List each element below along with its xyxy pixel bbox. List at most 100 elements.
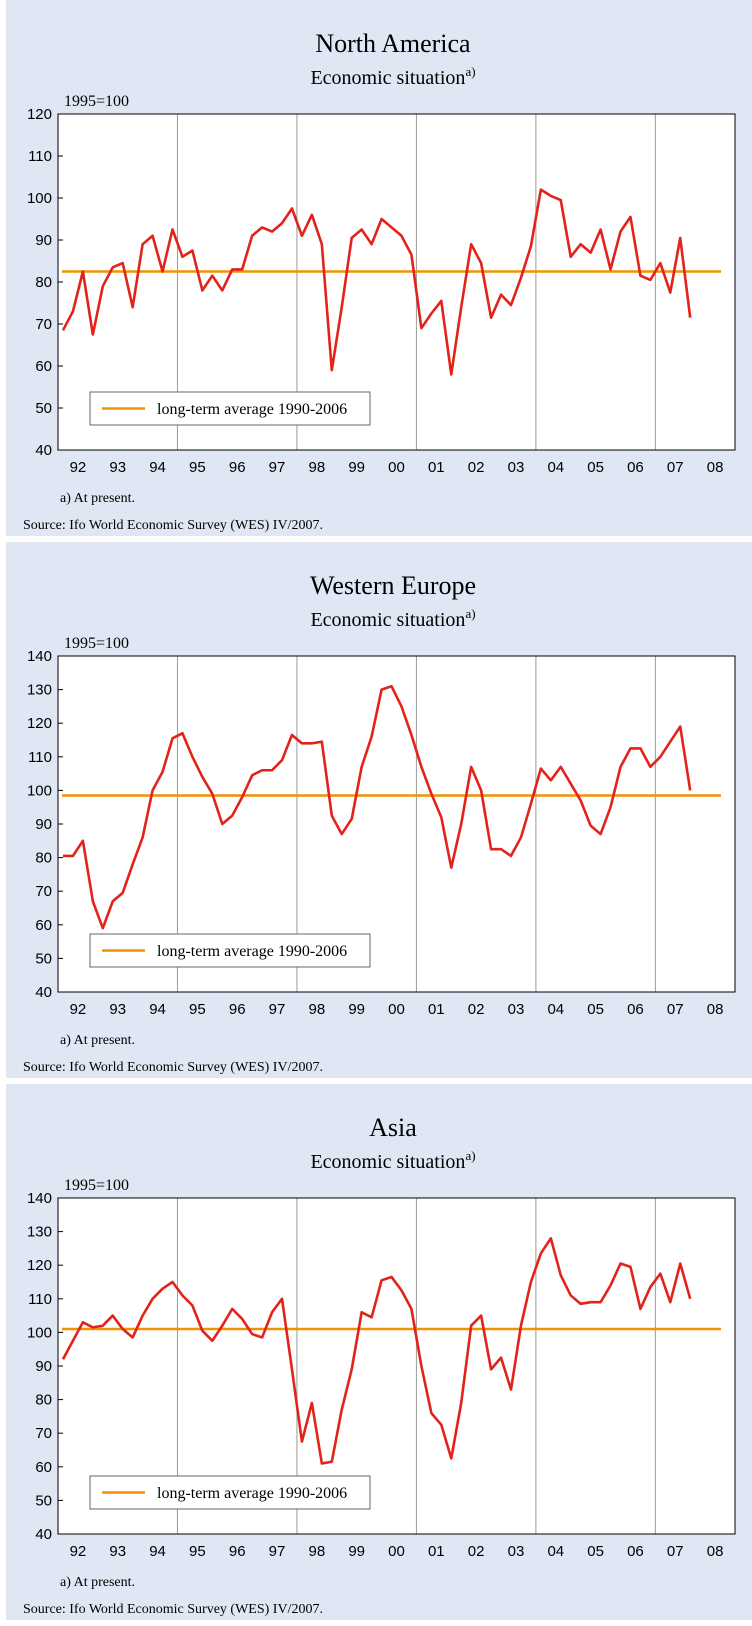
data-line (61, 1237, 692, 1465)
y-tick-label: 70 (35, 883, 52, 900)
x-tick-label: 03 (508, 1001, 525, 1018)
x-tick-label: 97 (269, 1001, 286, 1018)
x-tick-label: 06 (627, 1001, 644, 1018)
x-tick-label: 96 (229, 1001, 246, 1018)
y-tick-label: 140 (27, 648, 52, 665)
y-tick-label: 80 (35, 274, 52, 291)
y-tick-label: 70 (35, 316, 52, 333)
x-tick-label: 01 (428, 459, 445, 476)
footnote: a) At present. (60, 1575, 135, 1590)
y-tick-label: 140 (27, 1190, 52, 1207)
y-tick-label: 60 (35, 917, 52, 934)
y-axis-label: 1995=100 (64, 635, 129, 652)
subtitle-note: a) (465, 606, 475, 621)
y-tick-label: 130 (27, 1224, 52, 1241)
x-tick-label: 04 (547, 1543, 564, 1560)
x-tick-label: 02 (468, 1543, 485, 1560)
x-tick-label: 06 (627, 1543, 644, 1560)
source: Source: Ifo World Economic Survey (WES) … (23, 1602, 323, 1617)
x-tick-label: 99 (348, 1001, 365, 1018)
x-tick-label: 92 (70, 459, 87, 476)
x-tick-label: 04 (547, 1001, 564, 1018)
y-tick-label: 100 (27, 782, 52, 799)
x-tick-label: 00 (388, 1543, 405, 1560)
y-axis-label: 1995=100 (64, 93, 129, 110)
subtitle-note: a) (465, 1148, 475, 1163)
x-tick-label: 95 (189, 1543, 206, 1560)
y-tick-label: 50 (35, 950, 52, 967)
subtitle-text: Economic situation (310, 1151, 465, 1173)
x-tick-label: 07 (667, 1543, 684, 1560)
x-tick-label: 05 (587, 1543, 604, 1560)
y-tick-label: 120 (27, 106, 52, 123)
y-tick-label: 110 (28, 1291, 52, 1308)
x-tick-label: 95 (189, 1001, 206, 1018)
x-tick-label: 08 (707, 1001, 724, 1018)
plot-frame (57, 1197, 736, 1535)
footnote: a) At present. (60, 491, 135, 506)
y-tick-label: 90 (35, 816, 52, 833)
x-tick-label: 03 (508, 459, 525, 476)
x-tick-label: 01 (428, 1543, 445, 1560)
y-tick-label: 90 (35, 1358, 52, 1375)
x-tick-label: 05 (587, 459, 604, 476)
x-tick-label: 07 (667, 1001, 684, 1018)
x-tick-label: 00 (388, 1001, 405, 1018)
x-tick-label: 06 (627, 459, 644, 476)
plot-frame (57, 655, 736, 993)
x-tick-label: 02 (468, 459, 485, 476)
chart-panel: Western Europe Economic situationa) 1995=1… (6, 542, 752, 1078)
x-tick-label: 98 (309, 459, 326, 476)
y-tick-label: 40 (35, 1526, 52, 1543)
chart-panel: North America Economic situationa) 1995=10… (6, 0, 752, 536)
y-tick-label: 80 (35, 850, 52, 867)
x-tick-label: 94 (149, 459, 166, 476)
y-tick-label: 110 (28, 148, 52, 165)
x-tick-label: 99 (348, 459, 365, 476)
source: Source: Ifo World Economic Survey (WES) … (23, 1060, 323, 1075)
y-tick-label: 100 (27, 190, 52, 207)
y-tick-label: 110 (28, 749, 52, 766)
chart-subtitle: Economic situationa) (310, 606, 475, 631)
legend-label: long-term average 1990-2006 (157, 401, 347, 418)
y-tick-label: 60 (35, 1459, 52, 1476)
x-tick-label: 00 (388, 459, 405, 476)
legend-label: long-term average 1990-2006 (157, 1485, 347, 1502)
source: Source: Ifo World Economic Survey (WES) … (23, 518, 323, 533)
y-tick-label: 100 (27, 1324, 52, 1341)
data-line (62, 684, 692, 930)
y-tick-label: 50 (35, 1492, 52, 1509)
y-tick-label: 130 (27, 682, 52, 699)
plot-frame (57, 113, 736, 451)
y-tick-label: 70 (35, 1425, 52, 1442)
x-tick-label: 92 (70, 1001, 87, 1018)
x-tick-label: 02 (468, 1001, 485, 1018)
chart-title: Western Europe (310, 571, 476, 600)
chart-subtitle: Economic situationa) (310, 64, 475, 89)
x-tick-label: 05 (587, 1001, 604, 1018)
subtitle-note: a) (465, 64, 475, 79)
x-tick-label: 96 (229, 1543, 246, 1560)
y-tick-label: 40 (35, 442, 52, 459)
footnote: a) At present. (60, 1033, 135, 1048)
y-tick-label: 90 (35, 232, 52, 249)
chart-title: Asia (369, 1113, 417, 1142)
x-tick-label: 08 (707, 1543, 724, 1560)
x-tick-label: 93 (109, 459, 126, 476)
x-tick-label: 01 (428, 1001, 445, 1018)
x-tick-label: 98 (309, 1001, 326, 1018)
x-tick-label: 94 (149, 1001, 166, 1018)
x-tick-label: 93 (109, 1001, 126, 1018)
x-tick-label: 94 (149, 1543, 166, 1560)
y-tick-label: 80 (35, 1392, 52, 1409)
subtitle-text: Economic situation (310, 609, 465, 631)
chart-subtitle: Economic situationa) (310, 1148, 475, 1173)
data-line (61, 188, 692, 376)
x-tick-label: 04 (547, 459, 564, 476)
x-tick-label: 92 (70, 1543, 87, 1560)
chart-panel: Asia Economic situationa) 1995=100 40 50 60 70… (6, 1084, 752, 1620)
y-tick-label: 120 (27, 1257, 52, 1274)
x-tick-label: 03 (508, 1543, 525, 1560)
x-tick-label: 97 (269, 1543, 286, 1560)
